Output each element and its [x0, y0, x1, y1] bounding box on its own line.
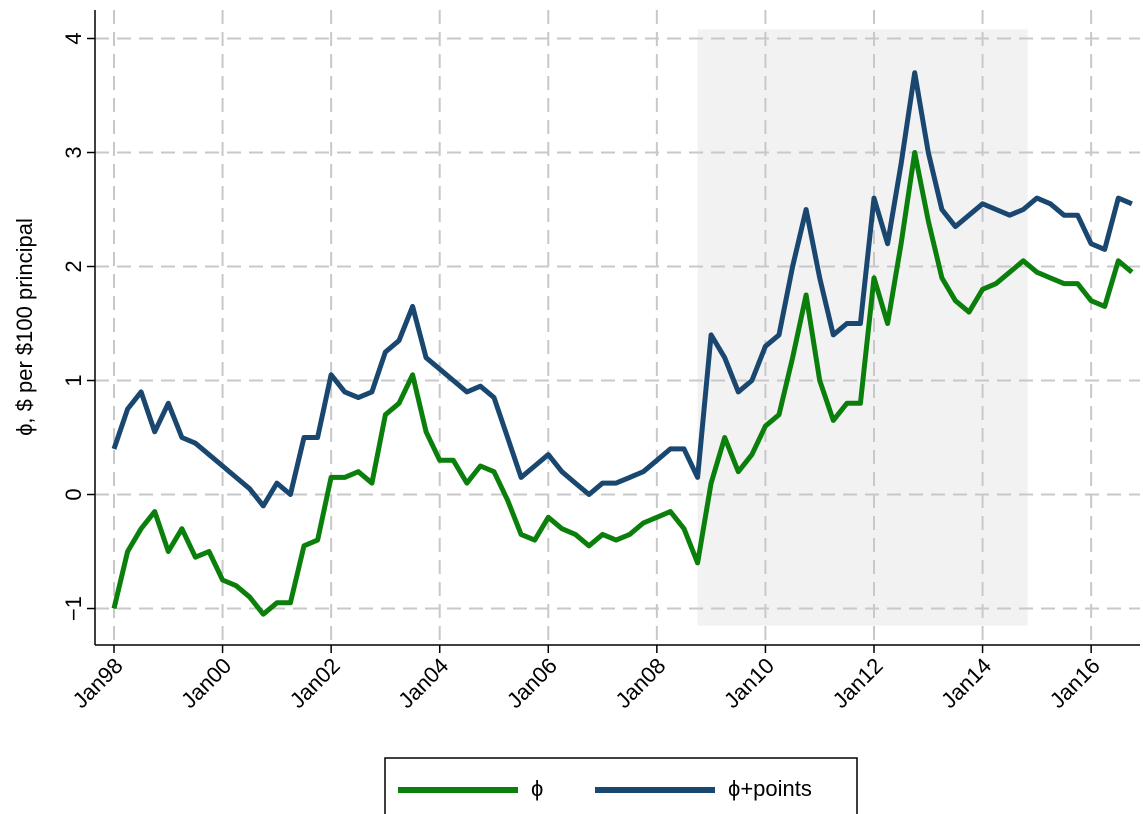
legend-label: ϕ — [531, 776, 543, 801]
x-tick-label: Jan06 — [502, 653, 562, 713]
y-tick-label: −1 — [61, 596, 86, 621]
x-tick-label: Jan08 — [610, 653, 670, 713]
y-tick-label: 3 — [61, 146, 86, 158]
y-tick-label: 0 — [61, 488, 86, 500]
y-tick-label: 2 — [61, 260, 86, 272]
legend-box — [384, 757, 858, 814]
x-tick-label: Jan98 — [68, 653, 128, 713]
x-tick-label: Jan02 — [285, 653, 345, 713]
shaded-region — [697, 29, 1028, 626]
line-series — [111, 70, 1133, 509]
x-tick-label: Jan00 — [176, 653, 236, 713]
y-tick-label: 4 — [61, 32, 86, 44]
legend: ϕ ϕ+points — [384, 757, 858, 814]
x-tick-label: Jan10 — [719, 653, 779, 713]
x-tick-label: Jan16 — [1045, 653, 1105, 713]
x-tick-label: Jan12 — [828, 653, 888, 713]
line-series — [111, 150, 1134, 617]
legend-label: ϕ+points — [728, 776, 812, 801]
y-axis-title: ϕ, $ per $100 principal — [12, 218, 37, 436]
x-tick-label: Jan04 — [393, 653, 453, 713]
x-tick-label: Jan14 — [936, 653, 996, 713]
y-tick-label: 1 — [61, 374, 86, 386]
